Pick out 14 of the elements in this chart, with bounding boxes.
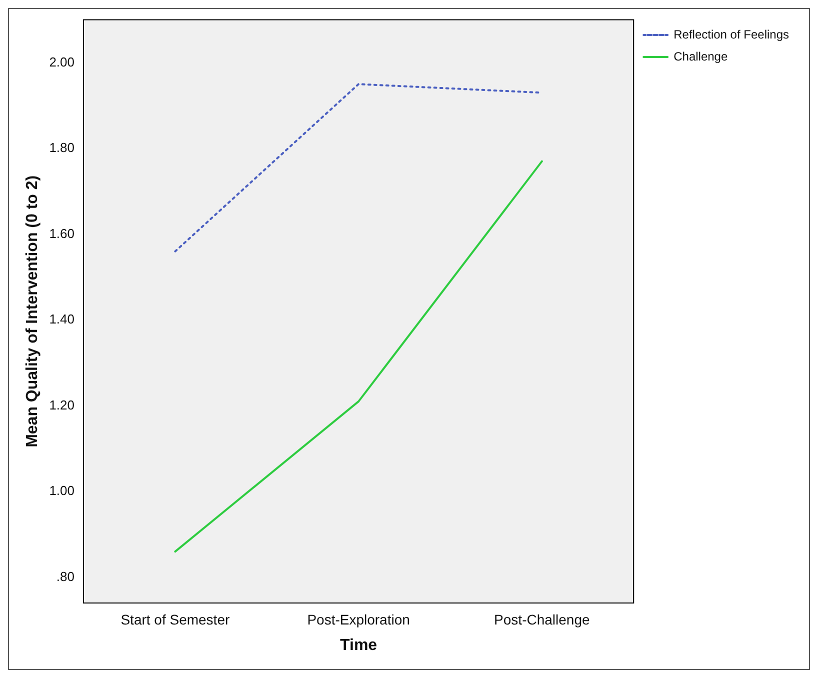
x-axis-title: Time (340, 636, 378, 654)
y-tick-label: .80 (56, 568, 74, 584)
legend-label: Reflection of Feelings (674, 27, 790, 42)
x-tick-label: Post-Exploration (307, 611, 410, 628)
y-tick-label: 1.00 (49, 483, 74, 498)
y-tick-label: 1.60 (49, 226, 74, 241)
y-axis-title: Mean Quality of Intervention (0 to 2) (24, 175, 42, 448)
y-tick-label: 1.80 (49, 140, 74, 156)
y-tick-label: 2.00 (49, 54, 74, 70)
y-tick-label: 1.40 (49, 312, 74, 327)
y-tick-label: 1.20 (49, 397, 74, 412)
legend-label: Challenge (674, 49, 728, 64)
x-tick-label: Post-Challenge (494, 611, 590, 628)
x-tick-label: Start of Semester (120, 611, 230, 628)
